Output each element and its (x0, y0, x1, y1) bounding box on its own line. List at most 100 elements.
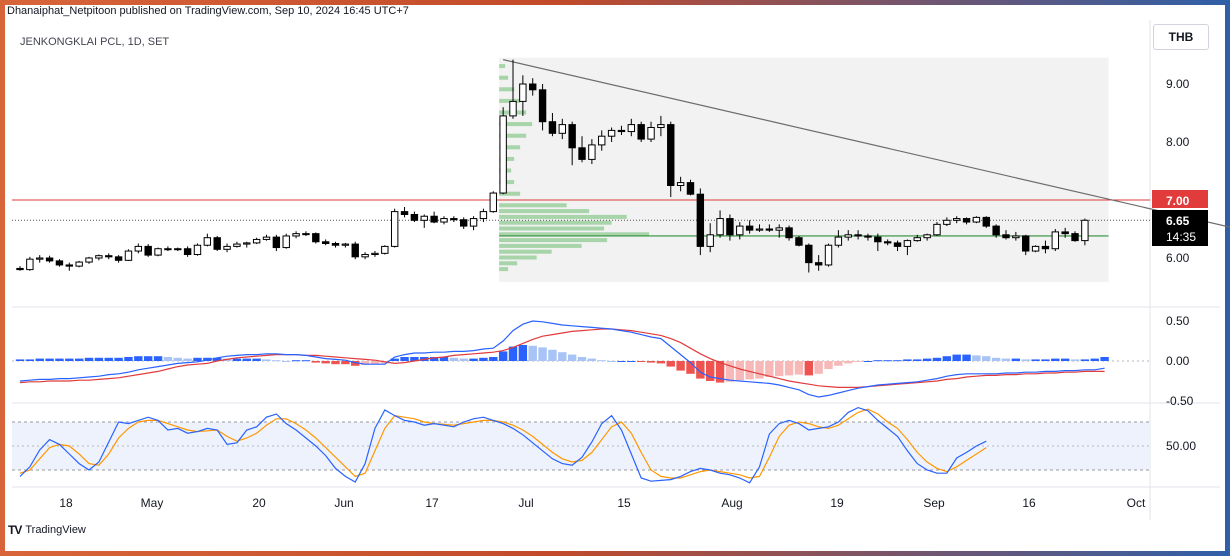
time-tick-label: Jul (518, 496, 533, 510)
stoch-k-line (19, 406, 987, 484)
time-tick-label: 16 (1022, 496, 1036, 510)
candle (105, 255, 113, 258)
candle (607, 129, 616, 137)
macd-histogram-bar (794, 361, 804, 375)
macd-histogram-bar (577, 357, 587, 361)
macd-histogram-bar (311, 361, 320, 363)
candle (213, 237, 221, 250)
macd-histogram-bar (804, 361, 813, 376)
candle (26, 258, 34, 271)
macd-histogram-bar (755, 361, 764, 379)
macd-histogram-bar (676, 361, 685, 371)
macd-histogram-bar (65, 358, 74, 361)
candle (923, 234, 931, 239)
candle (124, 250, 133, 261)
macd-histogram-bar (991, 357, 1001, 361)
macd-histogram-bar (587, 358, 597, 361)
macd-histogram-bar (331, 361, 340, 365)
macd-histogram-bar (686, 361, 695, 374)
volume-profile-bar (499, 249, 552, 254)
candle (36, 257, 44, 260)
candle (795, 237, 803, 246)
candle (933, 223, 941, 236)
candle (262, 236, 271, 240)
candle (1051, 231, 1059, 250)
candle (302, 233, 310, 236)
macd-histogram-bar (932, 357, 942, 361)
candle (489, 192, 497, 213)
macd-histogram-bar (232, 358, 242, 361)
candle (479, 211, 488, 220)
candle (252, 238, 261, 244)
candle (992, 225, 1000, 236)
macd-histogram-bar (784, 361, 794, 376)
macd-histogram-bar (508, 346, 518, 361)
candle (164, 248, 172, 251)
volume-profile-bar (499, 203, 567, 208)
macd-histogram-bar (252, 358, 261, 361)
candle (627, 124, 636, 133)
macd-signal-line (19, 328, 1105, 388)
time-tick-label: 18 (59, 496, 73, 510)
candle (529, 83, 537, 91)
candle (1071, 233, 1079, 242)
macd-histogram-bar (291, 360, 301, 362)
candle (893, 242, 902, 247)
candle (381, 245, 389, 254)
macd-histogram-bar (607, 361, 616, 362)
candle (1022, 235, 1030, 252)
macd-histogram-bar (982, 356, 991, 361)
candle (400, 211, 409, 216)
candle (55, 260, 64, 266)
candle (706, 234, 714, 247)
macd-tick-label: 0.00 (1166, 354, 1190, 368)
volume-profile-bar (499, 255, 537, 260)
macd-histogram-bar (646, 361, 656, 363)
currency-button[interactable]: THB (1153, 24, 1209, 50)
macd-histogram-bar (636, 361, 646, 362)
macd-histogram-bar (242, 358, 251, 361)
macd-histogram-bar (15, 359, 25, 361)
macd-histogram-bar (282, 361, 291, 362)
candle (1061, 231, 1069, 235)
candle (755, 228, 764, 231)
volume-profile-bar (499, 267, 509, 272)
macd-histogram-bar (272, 360, 281, 362)
candle (686, 182, 695, 195)
macd-histogram-bar (1100, 357, 1109, 361)
macd-histogram-bar (913, 359, 922, 361)
macd-histogram-bar (725, 361, 735, 382)
countdown-label: 14:35 (1166, 230, 1196, 244)
macd-histogram-bar (134, 356, 143, 361)
resistance-label: 7.00 (1166, 194, 1190, 208)
macd-histogram-bar (567, 354, 577, 361)
candle (312, 233, 320, 243)
tradingview-logo[interactable]: TV TradingView (8, 523, 86, 537)
candle (953, 218, 961, 221)
candle (874, 236, 882, 243)
candle (558, 124, 566, 134)
candle (913, 237, 921, 242)
macd-histogram-bar (558, 352, 567, 361)
macd-histogram-bar (153, 356, 163, 361)
volume-profile-area (499, 57, 1109, 283)
macd-histogram-bar (548, 349, 557, 361)
macd-histogram-bar (173, 357, 182, 361)
macd-histogram-bar (706, 361, 715, 381)
macd-histogram-bar (834, 361, 843, 366)
candle (548, 121, 557, 134)
candle (568, 124, 576, 149)
candle (972, 216, 981, 223)
candle (469, 218, 478, 227)
candle (943, 219, 951, 225)
macd-histogram-bar (1080, 359, 1090, 361)
candle (134, 245, 143, 252)
macd-histogram-bar (35, 358, 44, 361)
macd-histogram-bar (183, 358, 192, 361)
macd-histogram-bar (301, 360, 311, 362)
macd-histogram-bar (489, 357, 498, 361)
macd-line (19, 320, 1105, 398)
volume-profile-bar (499, 243, 582, 248)
macd-histogram-bar (449, 357, 459, 361)
